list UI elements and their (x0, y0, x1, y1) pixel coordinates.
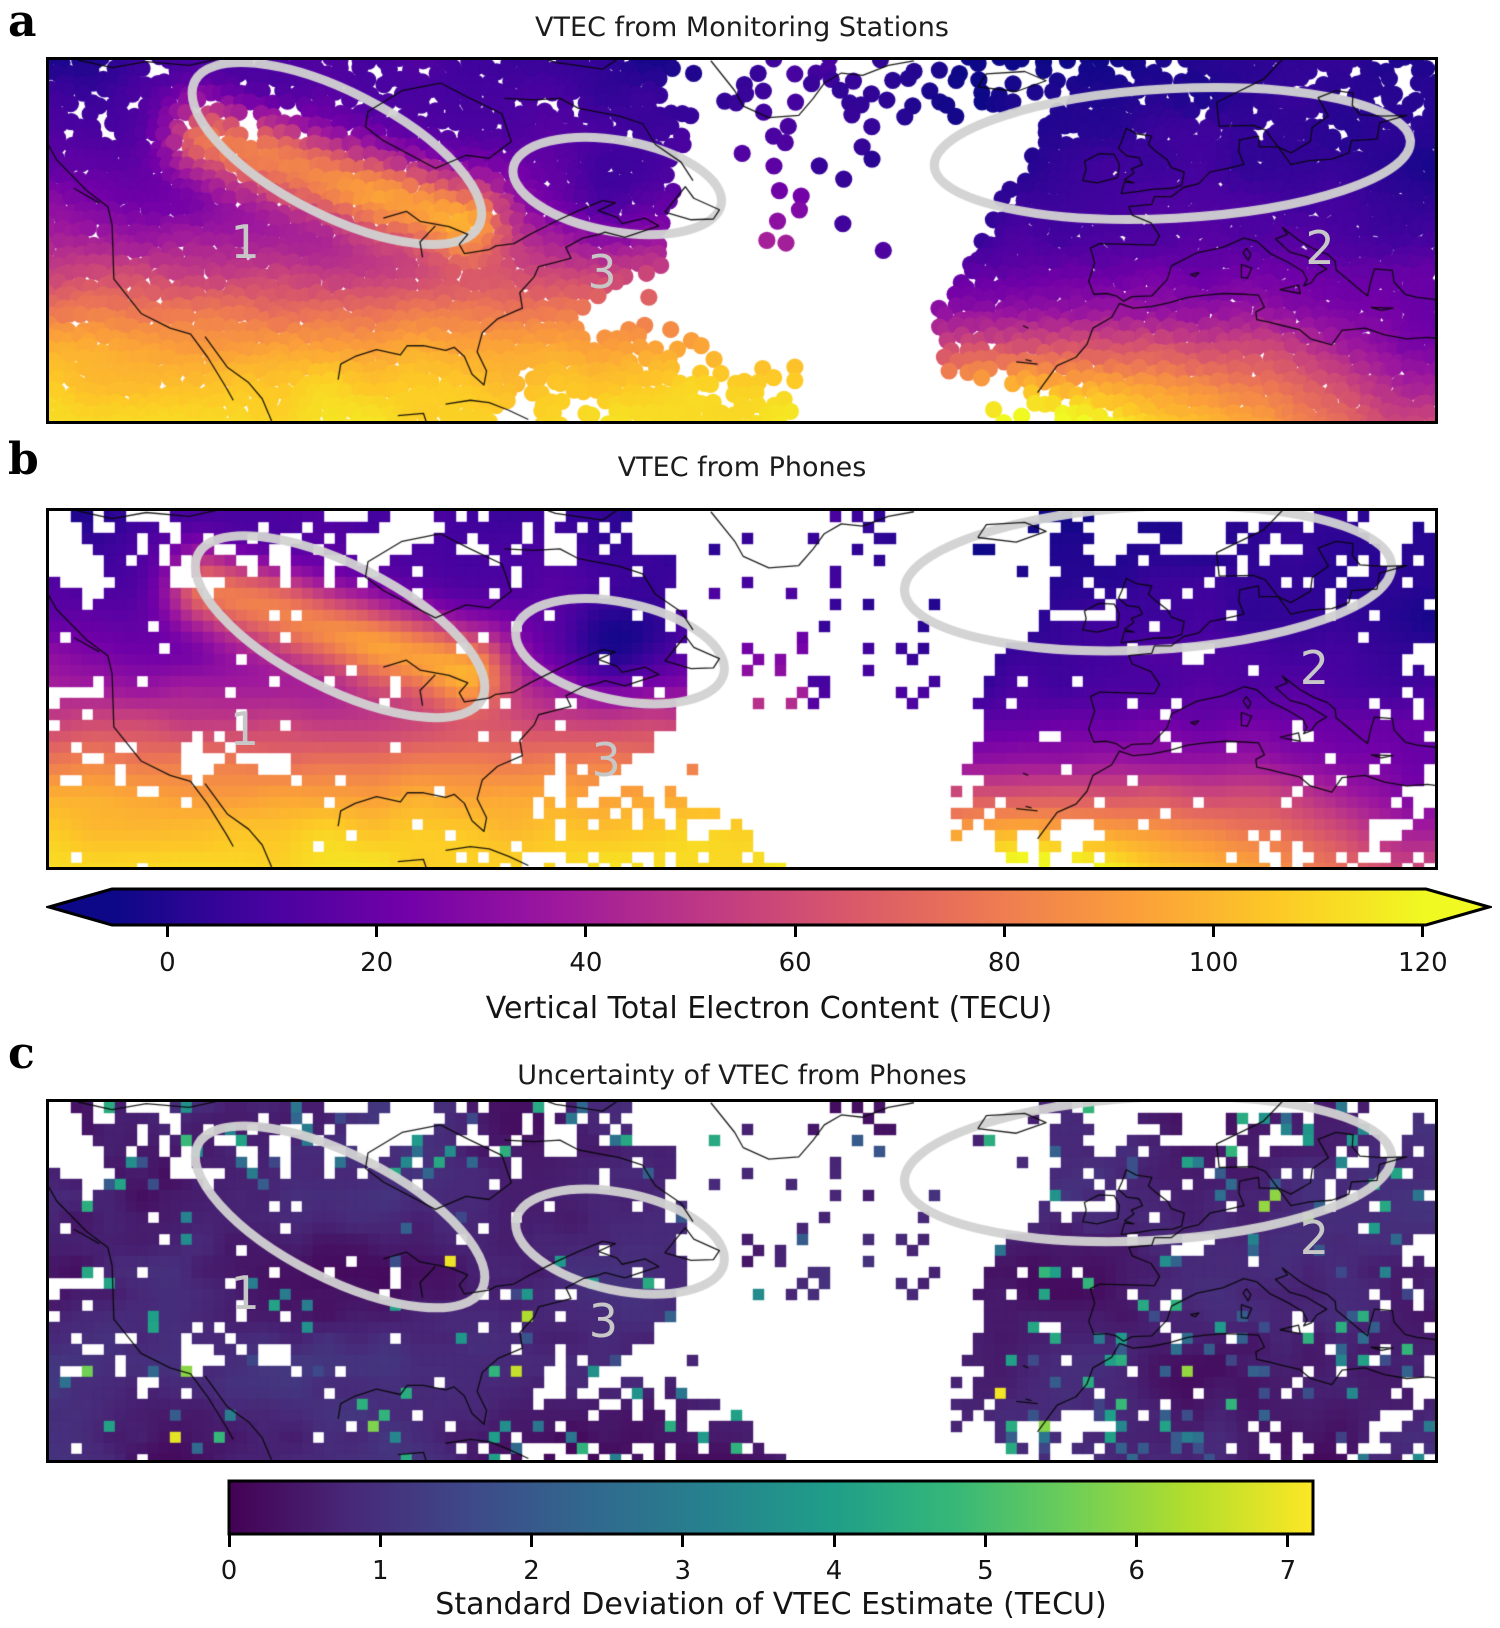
colorbar-tick (530, 1534, 534, 1547)
colorbar-tick (1286, 1534, 1290, 1547)
colorbar-tick (378, 1534, 382, 1547)
colorbar-tick-label: 4 (825, 1556, 843, 1586)
colorbar-tick (165, 925, 169, 937)
colorbar-tick-label: 60 (778, 948, 812, 978)
colorbar-tick-label: 7 (1279, 1556, 1297, 1586)
map-canvas-a (49, 60, 1435, 421)
colorbar-tick-label: 2 (523, 1556, 540, 1586)
colorbar-tick (1421, 925, 1425, 937)
uncertainty-colorbar-label: Standard Deviation of VTEC Estimate (TEC… (435, 1587, 1107, 1622)
colorbar-tick (793, 925, 797, 937)
map-canvas-b (49, 511, 1435, 867)
panel-title-a: VTEC from Monitoring Stations (535, 12, 949, 43)
colorbar-tick-label: 80 (987, 948, 1021, 978)
colorbar-tick-label: 40 (569, 948, 603, 978)
uncertainty-colorbar (227, 1479, 1315, 1536)
colorbar-tick (832, 1534, 836, 1547)
panel-title-c: Uncertainty of VTEC from Phones (517, 1060, 967, 1091)
panel-letter-b: b (8, 434, 39, 485)
vtec-colorbar-label: Vertical Total Electron Content (TECU) (485, 991, 1053, 1026)
vtec-colorbar-bar (46, 887, 1492, 927)
panel-letter-a: a (8, 0, 37, 47)
colorbar-tick (681, 1534, 685, 1547)
colorbar-tick (983, 1534, 987, 1547)
colorbar-tick-label: 3 (674, 1556, 692, 1586)
colorbar-tick-label: 100 (1188, 948, 1239, 978)
uncertainty-colorbar-bar (227, 1479, 1315, 1536)
vtec-colorbar (46, 887, 1492, 927)
colorbar-tick-label: 1 (371, 1556, 389, 1586)
colorbar-tick (227, 1534, 231, 1547)
colorbar-tick-label: 6 (1128, 1556, 1145, 1586)
map-canvas-c (49, 1102, 1435, 1460)
colorbar-tick (375, 925, 379, 937)
colorbar-tick (1212, 925, 1216, 937)
panel-letter-c: c (8, 1028, 35, 1079)
colorbar-tick (584, 925, 588, 937)
colorbar-tick-label: 5 (977, 1556, 994, 1586)
colorbar-tick (1002, 925, 1006, 937)
colorbar-tick-label: 20 (360, 948, 394, 978)
colorbar-tick (1135, 1534, 1139, 1547)
panel-title-b: VTEC from Phones (617, 452, 867, 483)
colorbar-tick-label: 0 (220, 1556, 238, 1586)
colorbar-tick-label: 120 (1398, 948, 1448, 978)
colorbar-tick-label: 0 (159, 948, 176, 978)
